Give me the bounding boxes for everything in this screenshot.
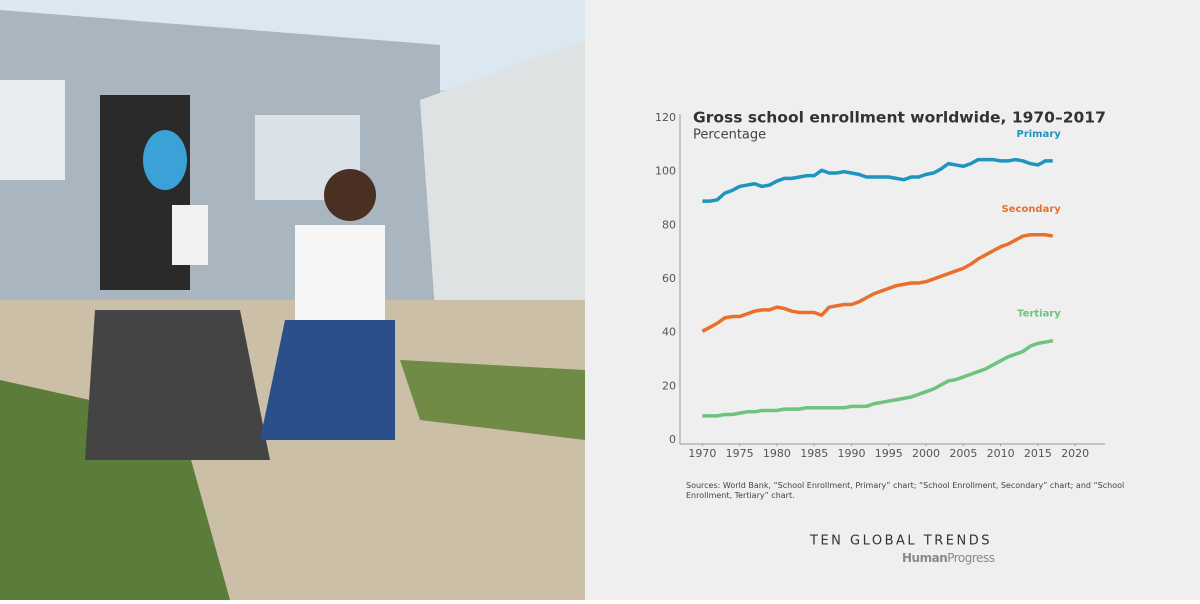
photo xyxy=(0,0,585,600)
y-tick-label: 100 xyxy=(655,165,676,178)
x-tick-label: 1990 xyxy=(837,447,865,460)
x-tick-label: 1995 xyxy=(875,447,903,460)
y-tick-label: 80 xyxy=(662,218,676,231)
source-note: Sources: World Bank, “School Enrollment,… xyxy=(686,481,1125,500)
y-tick-label: 0 xyxy=(669,433,676,446)
y-tick-label: 20 xyxy=(662,379,676,392)
chart-title: Gross school enrollment worldwide, 1970–… xyxy=(693,109,1106,127)
x-tick-label: 2005 xyxy=(949,447,977,460)
series-line xyxy=(702,157,1053,203)
series-title: TEN GLOBAL TRENDS xyxy=(809,534,992,549)
x-tick-label: 2020 xyxy=(1061,447,1089,460)
brand-light: Progress xyxy=(947,551,994,565)
chart-panel xyxy=(585,0,1200,600)
x-tick-label: 2000 xyxy=(912,447,940,460)
x-tick-label: 1985 xyxy=(800,447,828,460)
y-tick-label: 40 xyxy=(662,326,676,339)
brand-bold: Human xyxy=(902,551,947,565)
x-tick-label: 1975 xyxy=(726,447,754,460)
brand: HumanProgress xyxy=(902,551,995,565)
chart-subtitle: Percentage xyxy=(693,128,766,143)
y-tick-label: 60 xyxy=(662,272,676,285)
y-tick-label: 120 xyxy=(655,111,676,124)
x-tick-label: 2010 xyxy=(987,447,1015,460)
source-box: Sources: World Bank, “School Enrollment,… xyxy=(686,481,1125,500)
series-line xyxy=(702,338,1054,418)
x-tick-label: 1980 xyxy=(763,447,791,460)
series-label: Secondary xyxy=(1002,204,1062,215)
series-label: Primary xyxy=(1016,129,1061,140)
series-label: Tertiary xyxy=(1017,309,1061,320)
x-tick-label: 2015 xyxy=(1024,447,1052,460)
x-tick-label: 1970 xyxy=(688,447,716,460)
series-line xyxy=(701,232,1054,333)
